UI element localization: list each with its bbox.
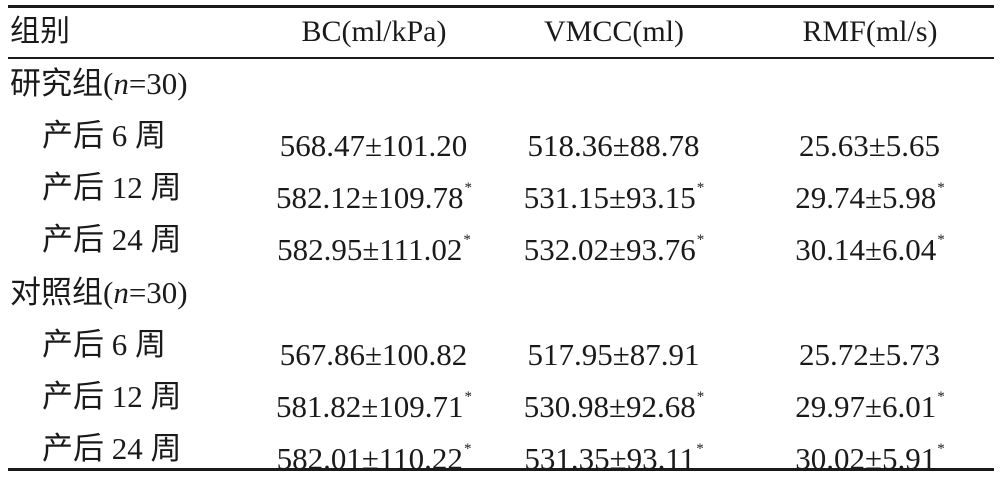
rmf-value: 29.74±5.98* <box>795 180 945 215</box>
row-label: 产后 24 周 <box>42 431 182 466</box>
significance-mark: * <box>937 389 945 405</box>
table-row: 产后 6 周 568.47±101.20 518.36±88.78 25.63±… <box>0 110 1001 163</box>
top-rule <box>8 5 994 8</box>
table-row: 产后 24 周 582.95±111.02* 532.02±93.76* 30.… <box>0 214 1001 267</box>
header-bc: BC(ml/kPa) <box>301 15 447 48</box>
bc-value: 582.95±111.02* <box>277 232 471 267</box>
group-label-control: 对照组(n=30) <box>10 275 188 310</box>
header-vmcc: VMCC(ml) <box>543 15 684 48</box>
header-group: 组别 <box>10 15 70 48</box>
vmcc-value: 518.36±88.78 <box>527 128 700 163</box>
group-label-study: 研究组(n=30) <box>10 66 188 101</box>
significance-mark: * <box>696 441 704 457</box>
significance-mark: * <box>463 232 471 248</box>
significance-mark: * <box>937 232 945 248</box>
vmcc-value: 517.95±87.91 <box>527 337 700 372</box>
significance-mark: * <box>937 441 945 457</box>
row-label: 产后 6 周 <box>42 118 166 153</box>
significance-mark: * <box>463 441 472 457</box>
table-row: 产后 12 周 582.12±109.78* 531.15±93.15* 29.… <box>0 162 1001 215</box>
significance-mark: * <box>696 232 705 248</box>
vmcc-value: 530.98±92.68* <box>523 389 705 424</box>
bc-value: 581.82±109.71* <box>275 389 473 424</box>
bc-value: 567.86±100.82 <box>279 337 468 372</box>
significance-mark: * <box>696 180 705 196</box>
bc-value: 582.12±109.78* <box>275 180 473 215</box>
table-row: 产后 6 周 567.86±100.82 517.95±87.91 25.72±… <box>0 319 1001 372</box>
header-rule <box>8 57 994 59</box>
rmf-value: 25.72±5.73 <box>798 337 940 372</box>
vmcc-value: 531.15±93.15* <box>523 180 705 215</box>
table-header-row: 组别 BC(ml/kPa) VMCC(ml) RMF(ml/s) <box>0 6 1001 58</box>
row-label: 产后 12 周 <box>42 170 182 205</box>
table-row: 产后 12 周 581.82±109.71* 530.98±92.68* 29.… <box>0 371 1001 424</box>
significance-mark: * <box>464 389 473 405</box>
significance-mark: * <box>464 180 473 196</box>
bc-value: 568.47±101.20 <box>279 128 468 163</box>
rmf-value: 29.97±6.01* <box>795 389 945 424</box>
row-label: 产后 24 周 <box>42 222 182 257</box>
rmf-value: 30.14±6.04* <box>795 232 945 267</box>
bottom-rule <box>8 468 994 471</box>
rmf-value: 25.63±5.65 <box>798 128 940 163</box>
significance-mark: * <box>696 389 705 405</box>
header-rmf: RMF(ml/s) <box>802 15 938 48</box>
group-row-control: 对照组(n=30) <box>0 267 1001 319</box>
row-label: 产后 12 周 <box>42 379 182 414</box>
vmcc-value: 532.02±93.76* <box>523 232 705 267</box>
group-row-study: 研究组(n=30) <box>0 58 1001 110</box>
row-label: 产后 6 周 <box>42 327 166 362</box>
significance-mark: * <box>937 180 945 196</box>
